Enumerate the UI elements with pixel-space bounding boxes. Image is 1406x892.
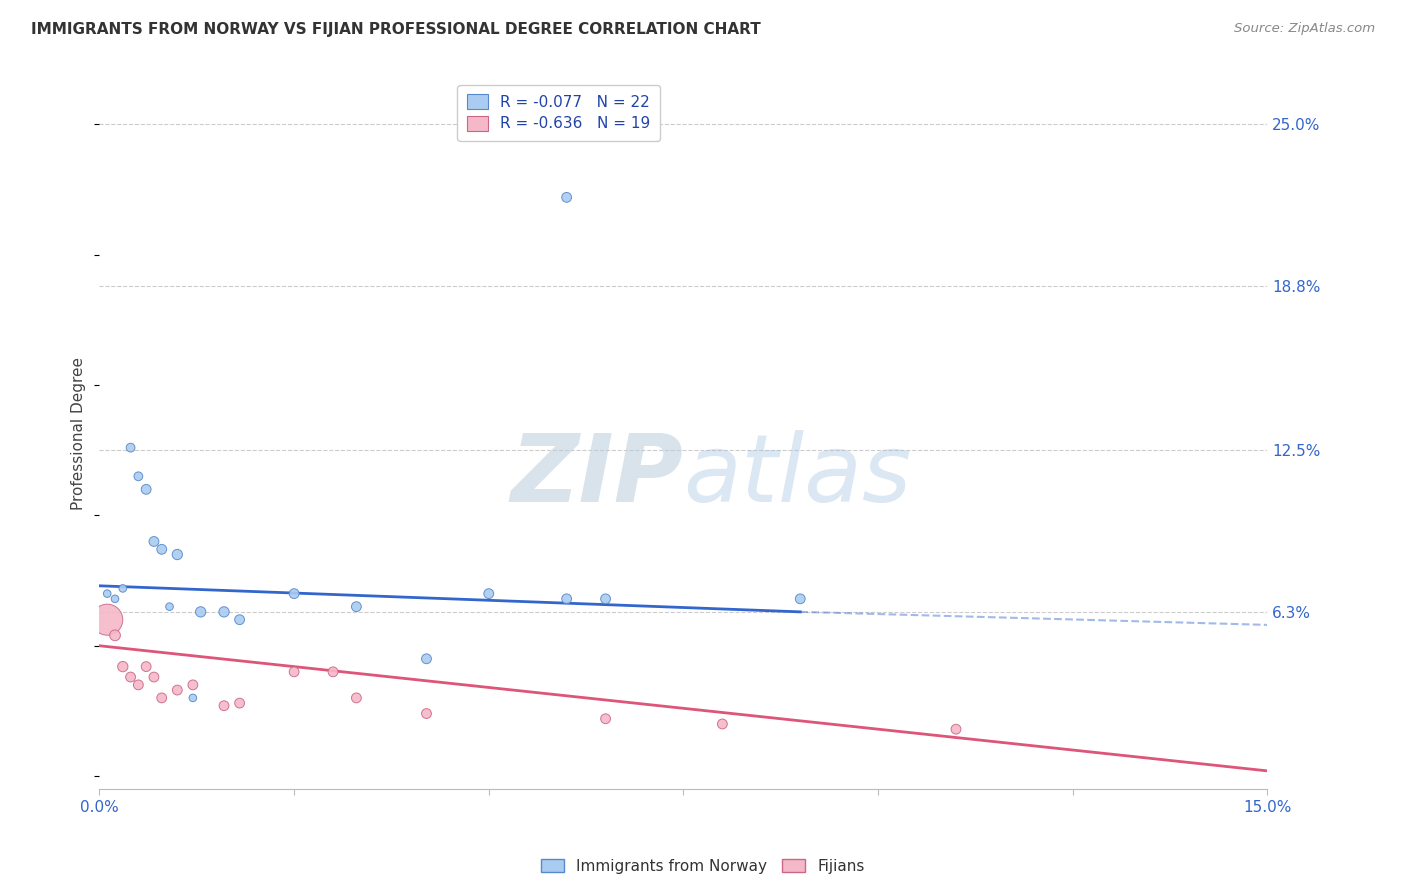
Point <box>120 441 142 455</box>
Point <box>190 605 212 619</box>
Point <box>104 591 127 606</box>
Point <box>711 717 734 731</box>
Point <box>595 712 617 726</box>
Point <box>344 599 367 614</box>
Point <box>135 659 157 673</box>
Point <box>344 690 367 705</box>
Legend: Immigrants from Norway, Fijians: Immigrants from Norway, Fijians <box>534 853 872 880</box>
Point <box>415 652 437 666</box>
Point <box>181 678 204 692</box>
Legend: R = -0.077   N = 22, R = -0.636   N = 19: R = -0.077 N = 22, R = -0.636 N = 19 <box>457 85 659 141</box>
Point <box>228 696 250 710</box>
Point <box>595 591 617 606</box>
Point <box>322 665 344 679</box>
Point <box>135 483 157 497</box>
Point <box>150 542 173 557</box>
Point <box>142 534 165 549</box>
Point <box>415 706 437 721</box>
Point <box>945 722 967 736</box>
Point <box>166 683 188 698</box>
Text: Source: ZipAtlas.com: Source: ZipAtlas.com <box>1234 22 1375 36</box>
Point <box>166 548 188 562</box>
Point <box>127 678 149 692</box>
Point <box>478 586 501 600</box>
Point <box>212 605 235 619</box>
Point <box>104 628 127 642</box>
Point <box>120 670 142 684</box>
Point <box>142 670 165 684</box>
Point <box>111 659 134 673</box>
Point <box>283 586 305 600</box>
Point <box>96 613 118 627</box>
Point <box>212 698 235 713</box>
Point <box>555 591 578 606</box>
Text: ZIP: ZIP <box>510 430 683 522</box>
Y-axis label: Professional Degree: Professional Degree <box>72 357 86 510</box>
Point <box>555 190 578 204</box>
Text: atlas: atlas <box>683 431 911 522</box>
Text: IMMIGRANTS FROM NORWAY VS FIJIAN PROFESSIONAL DEGREE CORRELATION CHART: IMMIGRANTS FROM NORWAY VS FIJIAN PROFESS… <box>31 22 761 37</box>
Point <box>789 591 811 606</box>
Point <box>283 665 305 679</box>
Point <box>159 599 181 614</box>
Point <box>111 582 134 596</box>
Point <box>150 690 173 705</box>
Point <box>228 613 250 627</box>
Point <box>96 586 118 600</box>
Point <box>181 690 204 705</box>
Point <box>127 469 149 483</box>
